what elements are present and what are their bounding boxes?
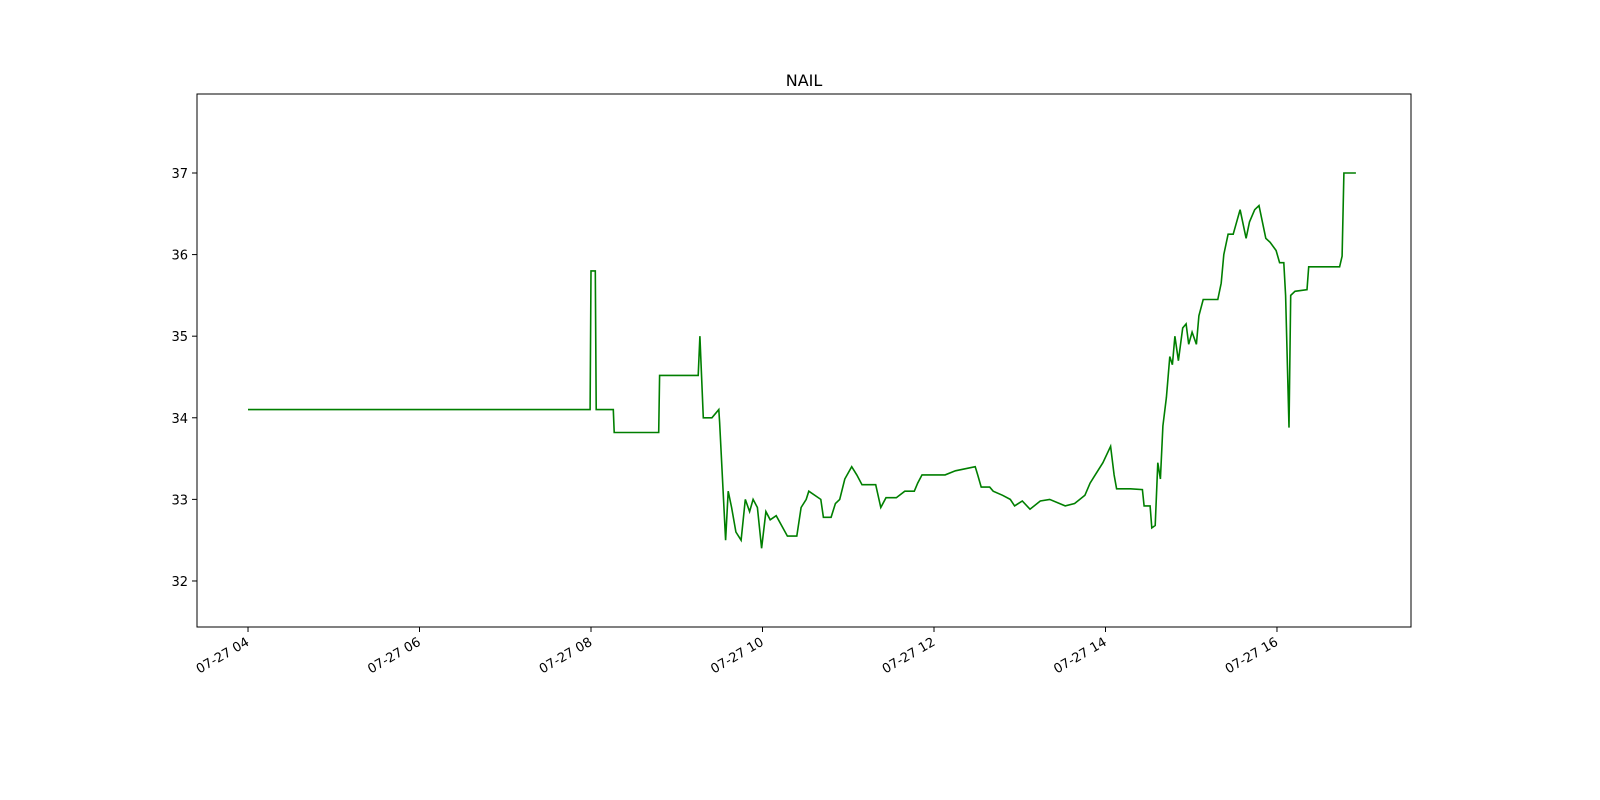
chart-title: NAIL	[786, 71, 823, 90]
plot-frame	[196, 93, 1412, 628]
x-tick-label: 07-27 16	[1223, 635, 1281, 677]
x-tick-label: 07-27 14	[1051, 635, 1109, 677]
y-tick-label: 35	[171, 330, 188, 345]
y-tick-label: 33	[171, 493, 188, 508]
x-tick-label: 07-27 12	[880, 635, 938, 677]
x-tick-label: 07-27 06	[365, 635, 423, 677]
x-tick-label: 07-27 04	[194, 635, 252, 677]
y-tick-label: 37	[171, 167, 188, 182]
y-tick-label: 32	[171, 575, 188, 590]
x-tick-label: 07-27 10	[708, 635, 766, 677]
x-tick-label: 07-27 08	[537, 635, 595, 677]
data-line	[248, 172, 1356, 549]
y-tick-label: 36	[171, 249, 188, 264]
y-tick-label: 34	[171, 412, 188, 427]
